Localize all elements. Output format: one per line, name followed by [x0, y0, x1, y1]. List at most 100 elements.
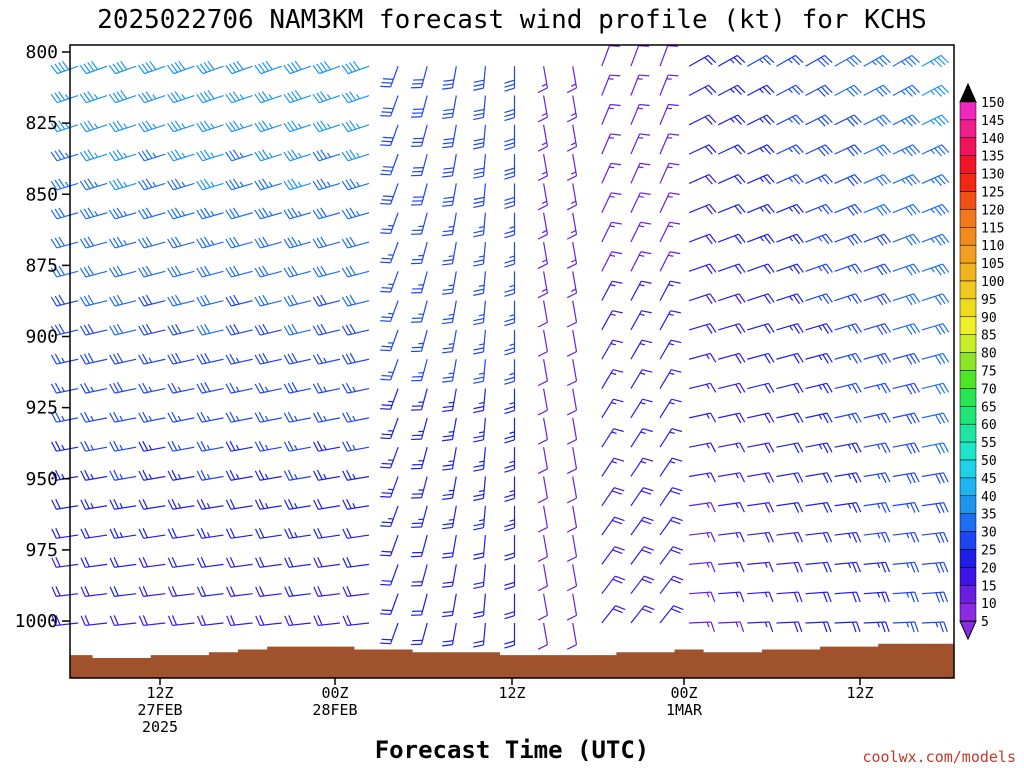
wind-barb — [537, 271, 549, 299]
wind-barb — [196, 236, 224, 249]
wind-barb — [537, 95, 549, 123]
wind-barb — [138, 528, 166, 539]
wind-barb — [630, 310, 652, 331]
wind-barb — [892, 561, 920, 573]
wind-barb — [313, 498, 340, 510]
y-tick-label: 950 — [25, 469, 58, 490]
wind-barb — [805, 412, 833, 424]
wind-barb — [312, 382, 341, 394]
wind-barb — [892, 352, 921, 365]
wind-barb — [601, 369, 624, 389]
colorbar-swatch — [959, 585, 977, 604]
wind-barb — [284, 615, 311, 627]
wind-barb — [137, 178, 166, 191]
wind-barb — [863, 84, 891, 97]
wind-barb — [689, 561, 716, 573]
wind-barb — [254, 236, 282, 249]
wind-barb — [659, 280, 681, 301]
wind-barb — [312, 411, 341, 423]
wind-barb — [921, 472, 949, 484]
wind-barb — [167, 411, 195, 423]
wind-barb — [892, 382, 920, 395]
wind-barb — [776, 293, 804, 304]
wind-barb — [718, 472, 746, 483]
wind-barb — [921, 621, 948, 633]
wind-barb — [196, 615, 224, 627]
colorbar-swatch — [959, 477, 977, 497]
wind-barb — [688, 174, 717, 185]
wind-barb — [138, 265, 166, 278]
wind-barb — [255, 586, 282, 597]
wind-barb — [834, 84, 862, 97]
wind-barb — [380, 300, 399, 322]
wind-barb — [341, 178, 370, 191]
wind-barb — [442, 329, 457, 354]
wind-barb — [659, 398, 682, 419]
wind-barb — [504, 329, 516, 356]
wind-barb — [411, 564, 428, 587]
wind-barb — [473, 66, 486, 91]
wind-barb — [341, 382, 370, 394]
wind-barb — [688, 114, 717, 126]
wind-barb — [312, 323, 341, 336]
wind-barb — [284, 586, 311, 597]
wind-barb — [718, 382, 746, 394]
wind-barb — [254, 265, 282, 278]
wind-barb — [921, 293, 950, 306]
wind-barb — [283, 89, 311, 104]
wind-barb — [80, 382, 108, 394]
wind-barb — [537, 447, 549, 475]
wind-barb — [805, 591, 832, 603]
wind-barb — [747, 203, 775, 215]
wind-barb — [380, 417, 399, 440]
wind-barb — [138, 382, 166, 394]
wind-barb — [380, 505, 399, 528]
wind-barb — [225, 294, 253, 307]
wind-barb — [380, 124, 399, 147]
x-tick-label: 12Z — [498, 684, 525, 702]
wind-barb — [747, 54, 775, 67]
wind-barb — [442, 212, 457, 237]
wind-barb — [138, 353, 166, 365]
wind-barb — [863, 54, 891, 68]
wind-barb — [312, 265, 341, 278]
colorbar-label: 110 — [981, 239, 1004, 254]
wind-barb — [504, 212, 516, 239]
wind-barb — [442, 534, 457, 559]
wind-barb — [630, 280, 652, 301]
wind-barb — [80, 469, 108, 481]
wind-barb — [566, 388, 578, 416]
wind-barb — [380, 153, 399, 176]
wind-barb — [196, 440, 224, 452]
wind-barb — [537, 534, 549, 562]
wind-barb — [79, 60, 108, 75]
wind-barb — [504, 388, 516, 415]
wind-barb — [225, 382, 253, 394]
wind-barb — [921, 412, 949, 425]
wind-barb — [254, 382, 282, 394]
wind-barb — [313, 586, 340, 597]
wind-barb — [50, 149, 79, 162]
wind-barb — [834, 293, 862, 304]
wind-barb — [225, 440, 253, 452]
wind-barb — [380, 183, 399, 205]
wind-barb — [892, 591, 920, 603]
wind-barb — [341, 265, 370, 278]
wind-barb — [776, 591, 803, 603]
wind-barb — [805, 531, 833, 543]
wind-barb — [601, 428, 624, 448]
colorbar-label: 90 — [981, 311, 997, 326]
wind-barb — [138, 207, 166, 220]
wind-barb — [312, 207, 341, 220]
y-tick-label: 800 — [25, 42, 58, 63]
wind-barb — [473, 417, 486, 443]
wind-barb — [341, 91, 370, 104]
wind-barb — [776, 263, 804, 275]
wind-barb — [717, 174, 746, 185]
wind-barb — [79, 120, 108, 133]
wind-barb — [380, 534, 399, 557]
wind-barb — [109, 557, 137, 568]
colorbar: 1501451401351301251201151101051009590858… — [959, 82, 1004, 641]
wind-barb — [283, 178, 311, 191]
